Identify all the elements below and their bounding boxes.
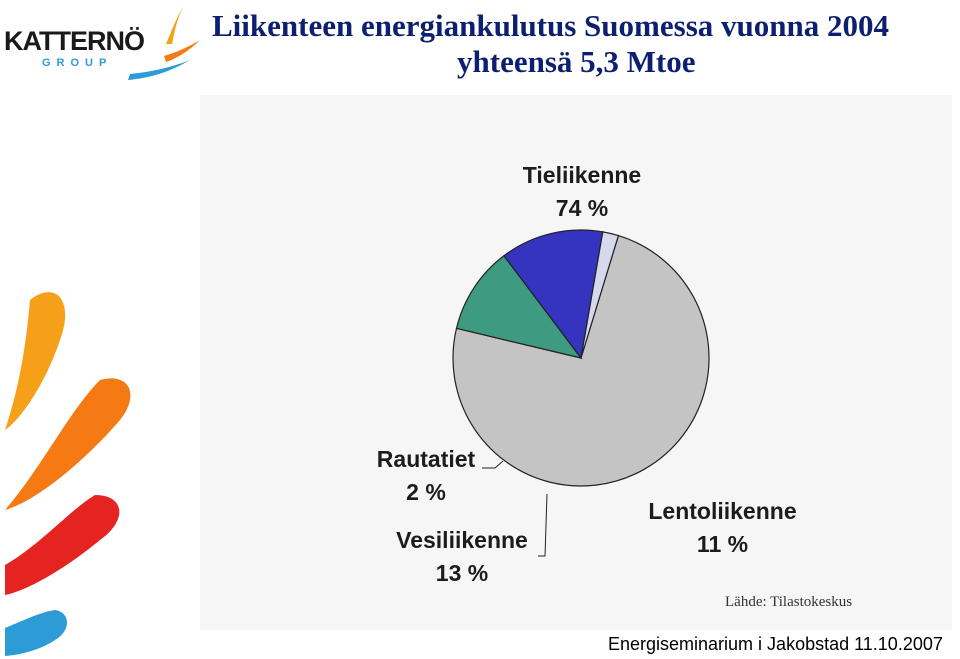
pie-slice-tieliikenne [452, 234, 710, 487]
dark-orange-swoosh-icon [5, 378, 131, 510]
logo-swoosh-icon [128, 6, 200, 80]
label-rautatiet-name: Rautatiet [376, 446, 476, 472]
label-vesiliikenne: Vesiliikenne 13 % [386, 524, 538, 590]
orange-swoosh-icon [5, 292, 66, 430]
leader-line-rautatiet [482, 460, 504, 469]
logo-group-text: GROUP [42, 57, 113, 69]
label-tieliikenne-name: Tieliikenne [522, 162, 642, 188]
blue-swoosh-icon [5, 610, 68, 656]
pie-slice-lentoliikenne [455, 254, 583, 359]
label-rautatiet-value: 2 % [406, 479, 446, 505]
label-lentoliikenne-name: Lentoliikenne [648, 498, 797, 524]
label-vesiliikenne-value: 13 % [435, 560, 489, 586]
footer-text: Energiseminarium i Jakobstad 11.10.2007 [608, 634, 943, 654]
pie-slice-rautatiet [580, 231, 620, 359]
slide-title: Liikenteen energiankulutus Suomessa vuon… [212, 8, 960, 80]
title-text: Liikenteen energiankulutus Suomessa vuon… [212, 8, 889, 43]
label-tieliikenne-value: 74 % [555, 195, 609, 221]
label-lentoliikenne: Lentoliikenne 11 % [640, 495, 805, 561]
logo-wordmark: KATTERNÖ [4, 26, 145, 56]
katterno-logo: KATTERNÖ GROUP [0, 0, 205, 90]
pie-slice-vesiliikenne [503, 229, 604, 360]
red-swoosh-icon [5, 495, 120, 595]
subtitle-text: yhteensä 5,3 Mtoe [457, 44, 696, 79]
label-tieliikenne: Tieliikenne 74 % [512, 159, 652, 225]
label-vesiliikenne-name: Vesiliikenne [396, 527, 528, 553]
label-lentoliikenne-value: 11 % [696, 531, 749, 557]
source-note: Lähde: Tilastokeskus [725, 594, 853, 610]
leader-line-vesiliikenne [538, 493, 548, 557]
label-rautatiet: Rautatiet 2 % [370, 443, 482, 509]
